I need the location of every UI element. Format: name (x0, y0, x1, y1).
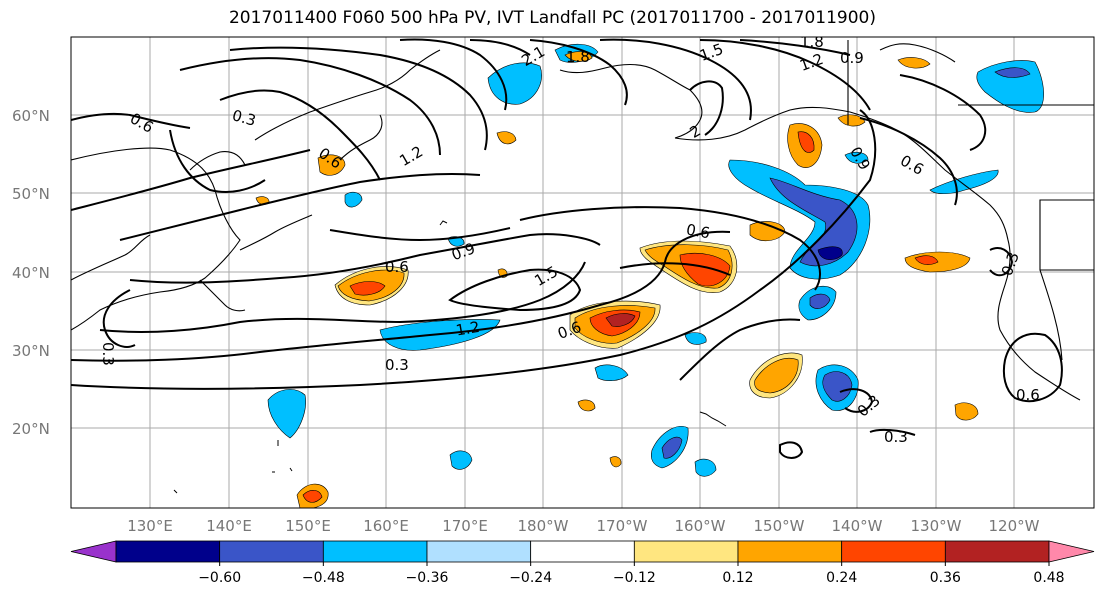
lon-label: 180°W (518, 517, 569, 535)
contour-label: 1.2 (396, 142, 426, 170)
contour-label: 0.3 (230, 106, 258, 130)
lon-label: 140°E (206, 517, 252, 535)
colorbar-tick-label: −0.36 (406, 570, 449, 586)
colorbar-segment (737, 540, 843, 563)
lon-label: 150°E (285, 517, 331, 535)
lon-label: 140°W (832, 517, 883, 535)
contour-label: 1.5 (531, 262, 561, 290)
contour-label: 0.6 (127, 109, 157, 137)
colorbar-tick-label: 0.48 (1033, 570, 1064, 586)
contour-label: 0.3 (854, 391, 884, 420)
colorbar-segment (322, 540, 428, 563)
contour-label: 0.6 (685, 220, 712, 242)
shaded-regions (255, 43, 1044, 508)
colorbar-tick-label: −0.48 (302, 570, 345, 586)
contour-label: 0.9 (840, 49, 864, 67)
contour-label: 0.6 (1016, 386, 1040, 404)
contour-label: 1.5 (697, 40, 726, 65)
colorbar-tick-label: −0.60 (198, 570, 241, 586)
contour-label: 1.8 (566, 48, 590, 66)
lat-label-20n: 20°N (12, 420, 50, 438)
contour-label: 1.8 (800, 33, 824, 51)
graticule (71, 37, 1094, 508)
lat-label-30n: 30°N (12, 342, 50, 360)
colorbar-segment (115, 540, 221, 563)
lat-label-60n: 60°N (12, 107, 50, 125)
lon-label: 170°E (442, 517, 488, 535)
colorbar-tick-label: 0.24 (826, 570, 857, 586)
lon-label: 120°W (989, 517, 1040, 535)
colorbar-segment (530, 540, 635, 563)
contour-label: 0.3 (884, 428, 908, 446)
lon-label: 130°W (911, 517, 962, 535)
colorbar-segment (841, 540, 946, 563)
colorbar-tick-label: −0.12 (613, 570, 656, 586)
lat-label-40n: 40°N (12, 264, 50, 282)
colorbar (70, 540, 1095, 563)
contour-label: 0.6 (385, 258, 409, 276)
colorbar-ticks: −0.60 −0.48 −0.36 −0.24 −0.12 0.12 0.24 0.36 0.4… (198, 562, 1065, 586)
lon-label: 160°W (675, 517, 726, 535)
colorbar-extend-max (1048, 540, 1095, 563)
map-frame (70, 36, 1095, 509)
contour-label: 0.6 (897, 151, 927, 179)
colorbar-tick-label: 0.36 (930, 570, 961, 586)
colorbar-tick-label: 0.12 (722, 570, 753, 586)
contour-label: 1.2 (797, 50, 826, 75)
coastlines (71, 40, 1094, 401)
contour-label: 0.3 (998, 250, 1023, 279)
lon-label: 170°W (597, 517, 648, 535)
colorbar-extend-min (70, 540, 117, 563)
colorbar-segment (426, 540, 532, 563)
pv-contours (71, 38, 1063, 459)
contour-label: 1.2 (454, 318, 481, 340)
map-title: 2017011400 F060 500 hPa PV, IVT Landfall… (228, 8, 876, 28)
colorbar-segment (219, 540, 324, 563)
latitude-labels: 60°N 50°N 40°N 30°N 20°N (12, 107, 50, 438)
colorbar-tick-label: −0.24 (509, 570, 552, 586)
contour-label: 2 (687, 121, 704, 141)
contour-label: 0.9 (846, 144, 874, 174)
colorbar-segment (633, 540, 739, 563)
colorbar-segment (944, 540, 1050, 563)
lon-label: 160°E (363, 517, 409, 535)
longitude-labels: 130°E 140°E 150°E 160°E 170°E 180°W 170°… (127, 517, 1039, 535)
lat-label-50n: 50°N (12, 185, 50, 203)
contour-label: 0.3 (99, 342, 117, 366)
islands (173, 220, 727, 494)
lon-label: 130°E (127, 517, 173, 535)
contour-label: 0.3 (385, 356, 409, 374)
lon-label: 150°W (754, 517, 805, 535)
